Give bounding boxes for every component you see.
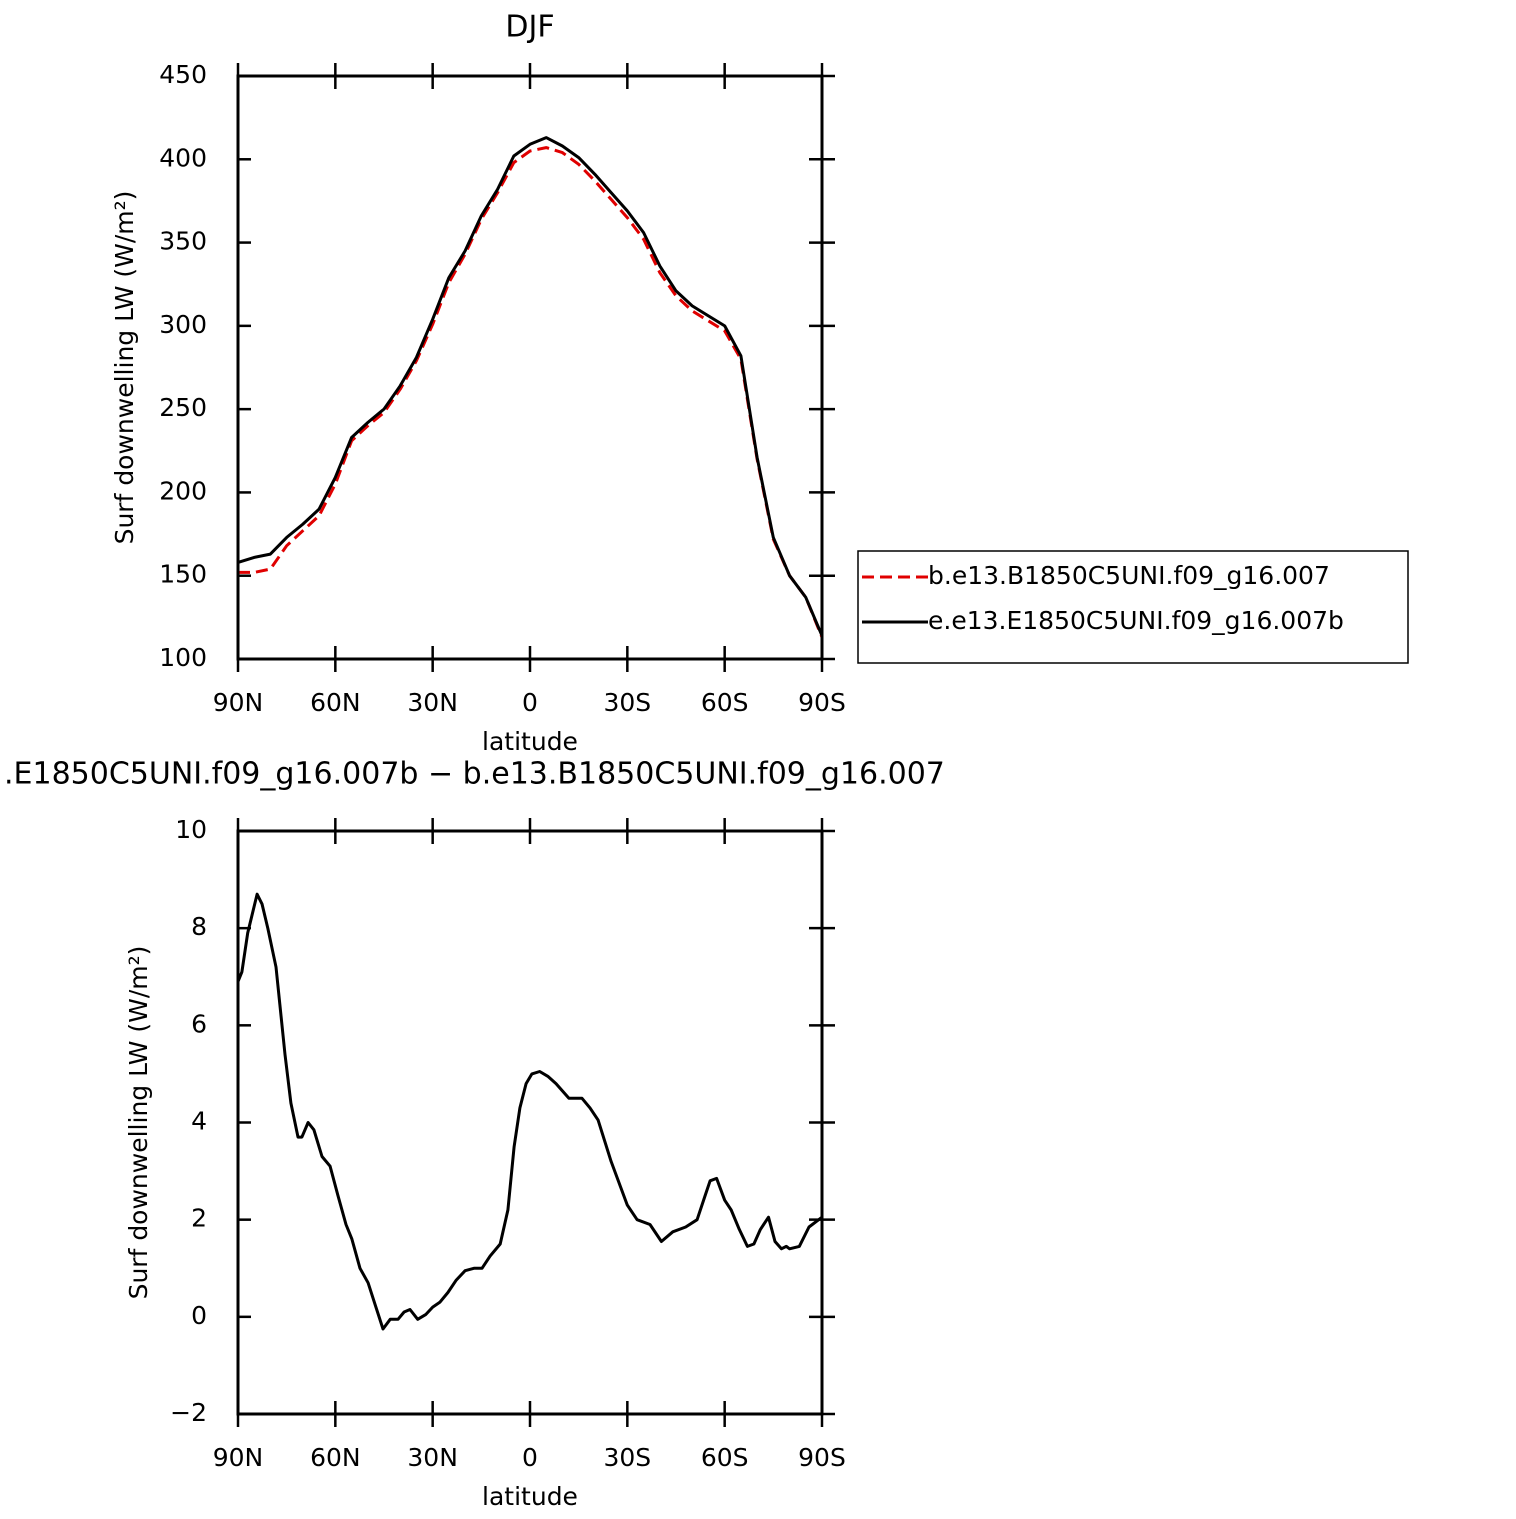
y-tick-label: 150 [159,560,207,589]
x-tick-label: 0 [522,688,538,717]
y-tick-label: 200 [159,476,207,505]
x-tick-label: 30S [603,1443,651,1472]
data-line [236,892,823,1331]
x-tick-label: 0 [522,1443,538,1472]
x-tick-label: 60N [310,1443,361,1472]
x-tick-label: 60S [701,1443,749,1472]
x-tick-label: 90S [798,688,846,717]
x-tick-label: 30N [407,688,458,717]
x-axis-label: latitude [482,727,578,756]
y-axis-label: Surf downwelling LW (W/m²) [110,191,139,545]
x-tick-label: 60S [701,688,749,717]
plot-frame [236,829,824,1416]
y-tick-label: 8 [191,912,207,941]
legend-box [857,550,1409,664]
legend-label: b.e13.B1850C5UNI.f09_g16.007 [928,561,1330,590]
y-tick-label: 10 [175,815,207,844]
y-tick-label: 250 [159,393,207,422]
x-tick-label: 90N [213,688,264,717]
legend-label: e.e13.E1850C5UNI.f09_g16.007b [928,606,1344,635]
x-tick-label: 30S [603,688,651,717]
y-tick-label: 4 [191,1107,207,1136]
x-tick-label: 30N [407,1443,458,1472]
chart-title: .E1850C5UNI.f09_g16.007b − b.e13.B1850C5… [4,757,945,792]
x-tick-label: 90S [798,1443,846,1472]
y-tick-label: 100 [159,643,207,672]
y-axis-label: Surf downwelling LW (W/m²) [124,946,153,1300]
x-axis-label: latitude [482,1482,578,1511]
plot-frame [236,74,824,661]
data-line [237,136,824,637]
y-tick-label: 0 [191,1301,207,1330]
y-tick-label: 450 [159,60,207,89]
x-tick-label: 60N [310,688,361,717]
chart-title: DJF [505,10,554,45]
x-tick-label: 90N [213,1443,264,1472]
y-tick-label: 400 [159,143,207,172]
y-tick-label: 6 [191,1009,207,1038]
y-tick-label: 300 [159,310,207,339]
data-line [238,146,824,638]
y-tick-label: −2 [170,1398,207,1427]
y-tick-label: 350 [159,227,207,256]
y-tick-label: 2 [191,1204,207,1233]
